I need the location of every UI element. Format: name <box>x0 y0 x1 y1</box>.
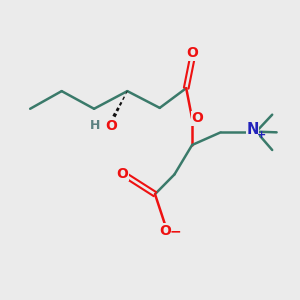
Text: O: O <box>191 112 203 125</box>
Text: O: O <box>116 167 128 181</box>
Text: O: O <box>186 46 198 60</box>
Text: −: − <box>169 224 181 238</box>
Text: O: O <box>105 118 117 133</box>
Text: N: N <box>246 122 259 137</box>
Text: +: + <box>256 130 266 140</box>
Text: O: O <box>159 224 171 238</box>
Text: H: H <box>90 119 100 132</box>
